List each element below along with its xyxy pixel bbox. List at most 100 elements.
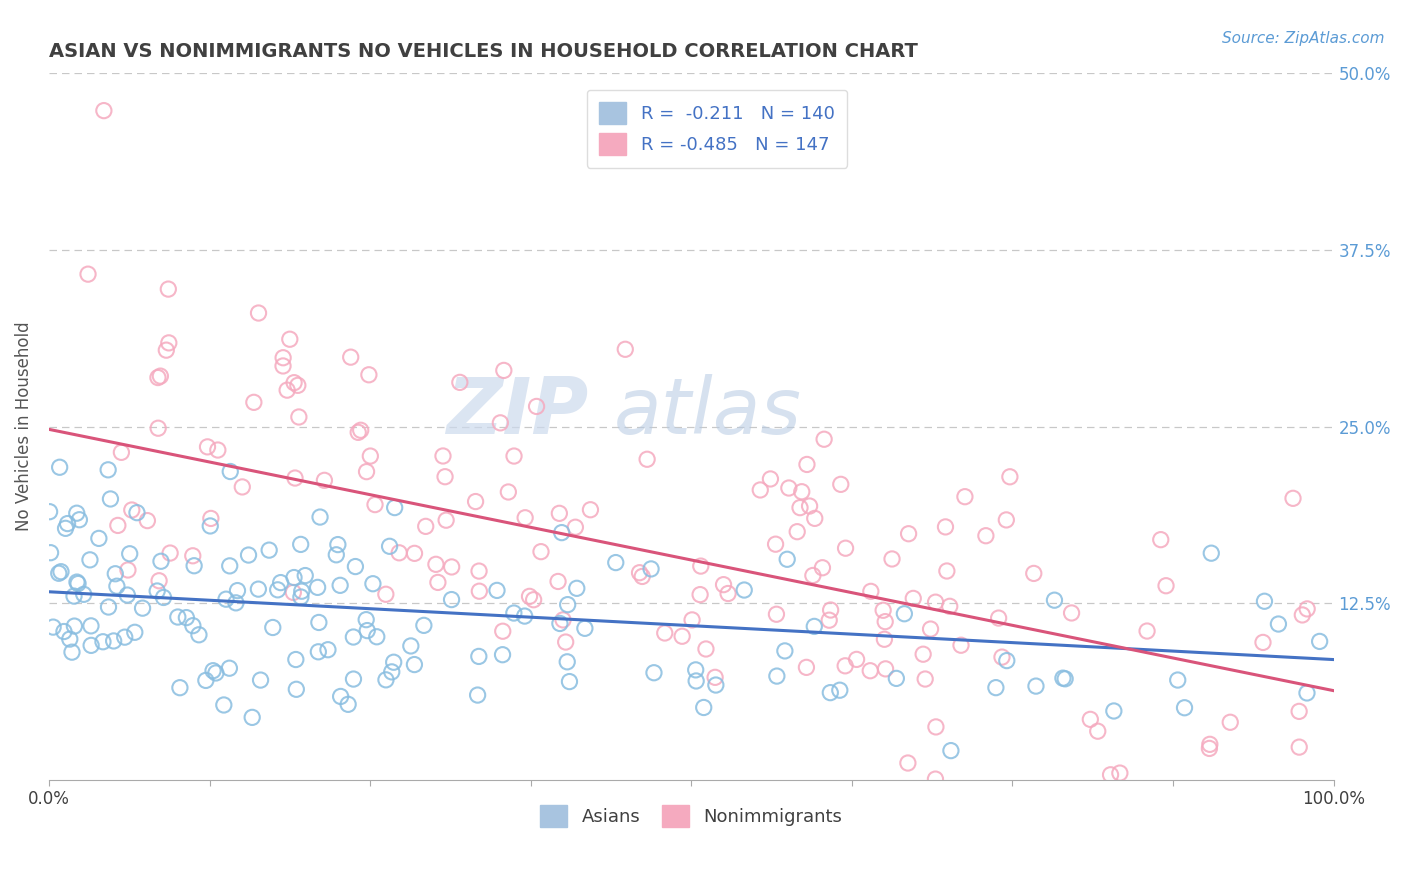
Point xyxy=(953,490,976,504)
Point xyxy=(66,506,89,520)
Point xyxy=(218,558,240,573)
Point xyxy=(267,582,290,597)
Point xyxy=(1173,700,1195,714)
Point xyxy=(357,368,380,382)
Point xyxy=(1099,768,1122,782)
Point xyxy=(60,645,83,659)
Point xyxy=(240,710,263,724)
Point xyxy=(790,484,813,499)
Point xyxy=(872,603,894,617)
Point xyxy=(148,574,170,588)
Point xyxy=(225,596,247,610)
Point xyxy=(713,577,735,591)
Point xyxy=(828,683,851,698)
Point xyxy=(796,458,818,472)
Point xyxy=(640,562,662,576)
Point xyxy=(551,613,574,627)
Point xyxy=(1291,607,1313,622)
Legend: Asians, Nonimmigrants: Asians, Nonimmigrants xyxy=(533,797,849,834)
Point xyxy=(875,662,897,676)
Point xyxy=(689,559,711,574)
Point xyxy=(415,519,437,533)
Point xyxy=(820,686,842,700)
Point xyxy=(121,503,143,517)
Point xyxy=(523,592,546,607)
Point xyxy=(284,471,307,485)
Point xyxy=(834,658,856,673)
Point xyxy=(91,634,114,648)
Point xyxy=(813,432,835,446)
Point xyxy=(749,483,772,497)
Point xyxy=(818,613,841,627)
Point xyxy=(886,672,908,686)
Point xyxy=(614,343,637,357)
Point xyxy=(146,584,169,599)
Point xyxy=(194,673,217,688)
Point xyxy=(467,688,489,702)
Point xyxy=(344,559,367,574)
Point xyxy=(468,584,491,599)
Point xyxy=(685,663,707,677)
Point xyxy=(325,548,347,562)
Point xyxy=(354,613,377,627)
Point xyxy=(547,574,569,589)
Point xyxy=(643,665,665,680)
Point xyxy=(56,516,79,531)
Point xyxy=(526,400,548,414)
Point xyxy=(249,673,271,687)
Point xyxy=(830,477,852,491)
Point xyxy=(924,595,946,609)
Point xyxy=(920,622,942,636)
Point xyxy=(799,499,821,513)
Point xyxy=(733,582,755,597)
Point xyxy=(79,553,101,567)
Point xyxy=(557,598,579,612)
Point xyxy=(695,642,717,657)
Point xyxy=(366,630,388,644)
Point xyxy=(949,638,972,652)
Point xyxy=(464,494,486,508)
Point xyxy=(1251,635,1274,649)
Point xyxy=(939,744,962,758)
Point xyxy=(284,652,307,666)
Point xyxy=(1060,606,1083,620)
Point xyxy=(903,591,925,606)
Point xyxy=(307,645,329,659)
Point xyxy=(136,514,159,528)
Point xyxy=(404,546,426,560)
Point xyxy=(1253,594,1275,608)
Point xyxy=(759,472,782,486)
Point xyxy=(786,524,808,539)
Point xyxy=(859,584,882,599)
Point xyxy=(574,621,596,635)
Point xyxy=(146,421,169,435)
Point xyxy=(176,610,198,624)
Point xyxy=(897,756,920,770)
Point xyxy=(1167,673,1189,687)
Point xyxy=(995,513,1018,527)
Point xyxy=(63,619,86,633)
Point xyxy=(1150,533,1173,547)
Point xyxy=(364,498,387,512)
Point xyxy=(314,474,336,488)
Point xyxy=(231,480,253,494)
Point xyxy=(87,532,110,546)
Point xyxy=(1198,737,1220,751)
Point xyxy=(59,632,82,646)
Point xyxy=(773,644,796,658)
Point xyxy=(628,566,651,580)
Point xyxy=(356,465,378,479)
Point xyxy=(554,635,576,649)
Point xyxy=(789,500,811,515)
Point xyxy=(974,529,997,543)
Point xyxy=(110,445,132,459)
Point xyxy=(468,564,491,578)
Point xyxy=(39,546,62,560)
Point xyxy=(125,506,148,520)
Point xyxy=(329,578,352,592)
Point xyxy=(704,678,727,692)
Point xyxy=(309,510,332,524)
Point xyxy=(1288,705,1310,719)
Point xyxy=(157,335,180,350)
Point xyxy=(893,607,915,621)
